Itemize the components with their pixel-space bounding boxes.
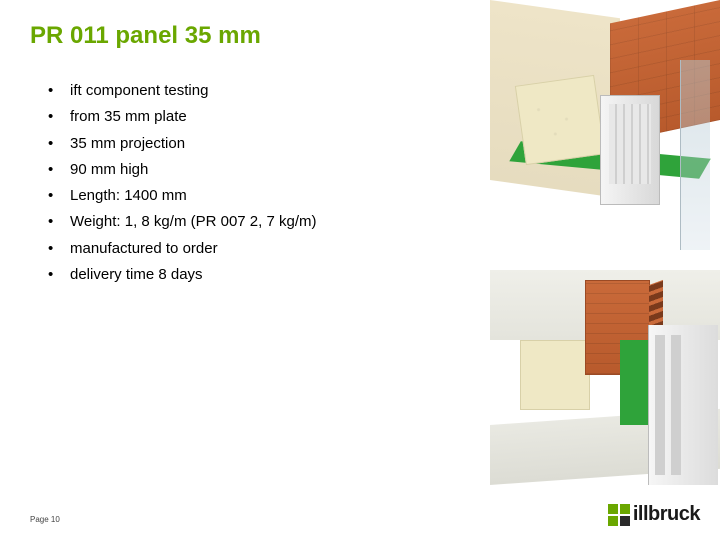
list-item: Length: 1400 mm xyxy=(48,183,317,209)
list-item: Weight: 1, 8 kg/m (PR 007 2, 7 kg/m) xyxy=(48,209,317,235)
logo-mark-icon xyxy=(608,504,630,526)
product-render-top xyxy=(490,0,720,260)
product-render-bottom xyxy=(490,270,720,485)
list-item: 35 mm projection xyxy=(48,131,317,157)
list-item: from 35 mm plate xyxy=(48,104,317,130)
bullet-list: ift component testing from 35 mm plate 3… xyxy=(48,78,317,288)
list-item: ift component testing xyxy=(48,78,317,104)
list-item: delivery time 8 days xyxy=(48,262,317,288)
page-number: Page 10 xyxy=(30,515,60,524)
brand-logo: illbruck xyxy=(608,503,700,526)
list-item: manufactured to order xyxy=(48,236,317,262)
slide: PR 011 panel 35 mm ift component testing… xyxy=(0,0,720,540)
list-item: 90 mm high xyxy=(48,157,317,183)
logo-text: illbruck xyxy=(633,503,700,526)
slide-title: PR 011 panel 35 mm xyxy=(30,22,261,50)
